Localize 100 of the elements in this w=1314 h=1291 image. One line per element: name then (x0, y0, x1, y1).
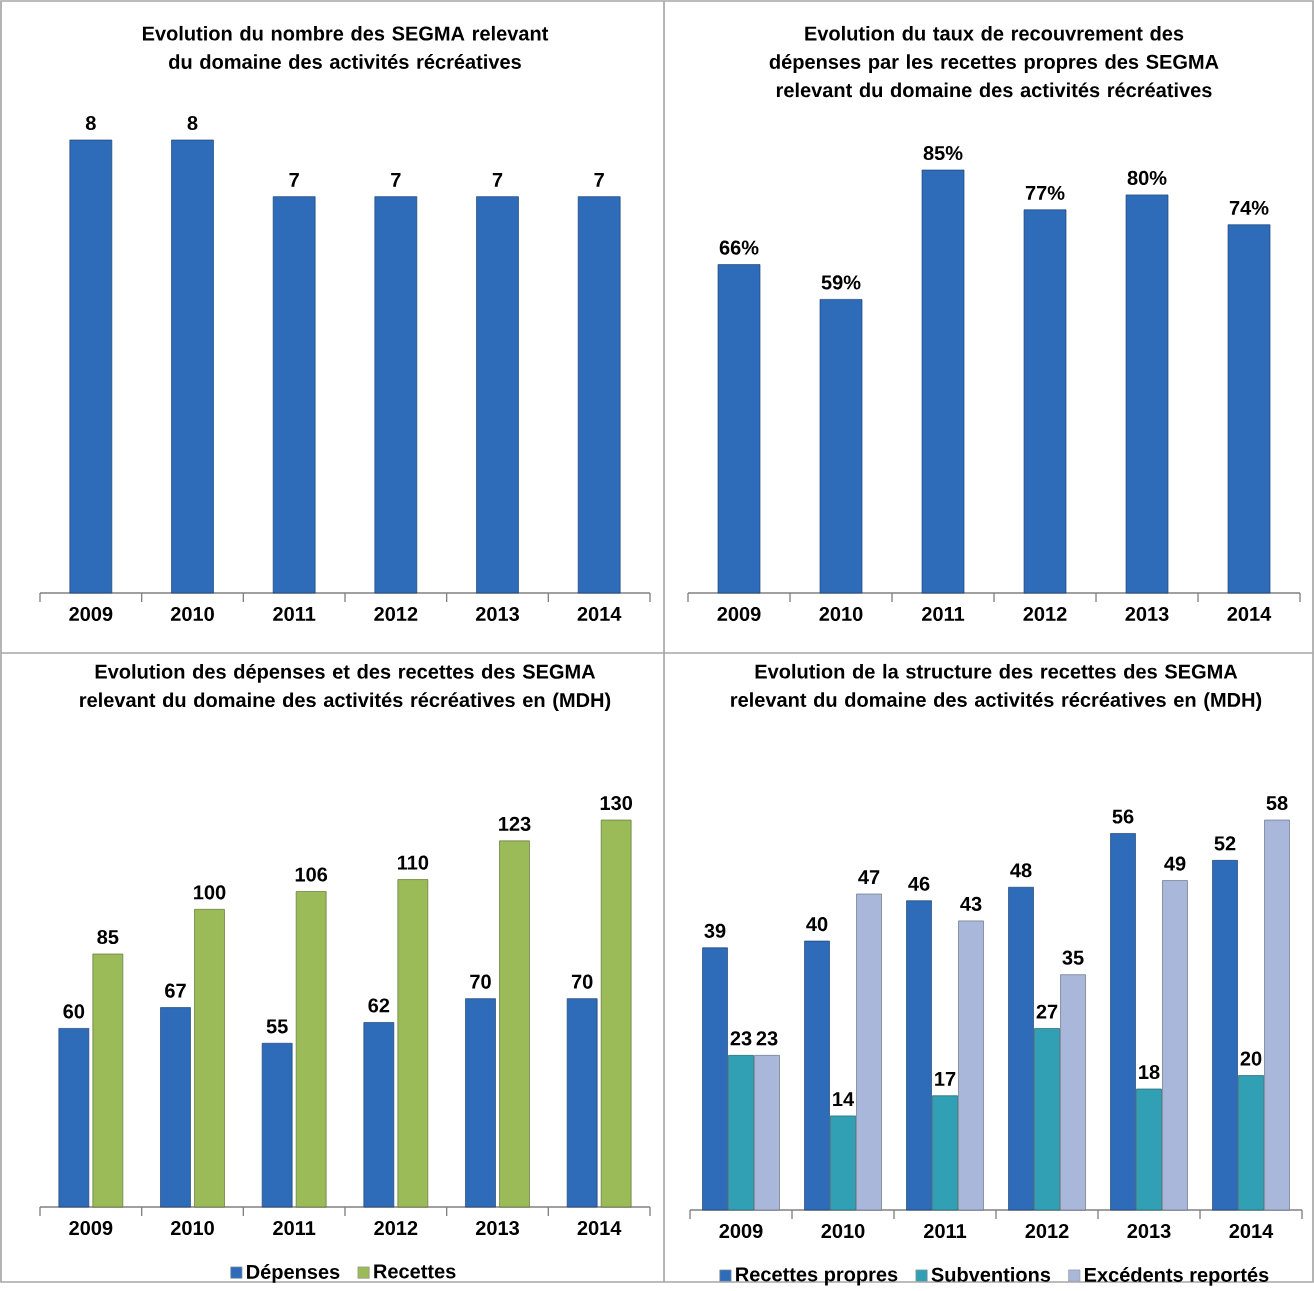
data-label: 7 (594, 173, 604, 187)
legend-label: Excédents reportés (1084, 1267, 1269, 1286)
legend-label: Recettes propres (736, 1267, 898, 1286)
data-label: 7 (289, 173, 299, 187)
data-label: 62 (368, 998, 390, 1013)
bar (1162, 880, 1188, 1211)
bar (160, 1007, 191, 1208)
data-label: 74% (1229, 200, 1269, 215)
data-label: 56 (1112, 809, 1134, 824)
data-label: 60 (63, 1004, 85, 1019)
x-tick-label: 2012 (1025, 1224, 1069, 1239)
bar (906, 900, 932, 1211)
bar (1136, 1088, 1162, 1211)
x-tick-label: 2012 (374, 1221, 418, 1236)
data-label: 23 (730, 1031, 752, 1046)
x-tick-label: 2013 (475, 1221, 520, 1236)
bar (600, 819, 632, 1208)
data-label: 8 (187, 116, 198, 131)
x-tick-label: 2011 (922, 606, 965, 622)
bar (819, 299, 863, 594)
x-tick-label: 2014 (577, 606, 622, 622)
data-label: 58 (1266, 796, 1288, 811)
x-tick-label: 2012 (374, 606, 418, 622)
data-label: 40 (806, 917, 828, 932)
data-label: 66% (719, 240, 759, 255)
bar (295, 891, 327, 1208)
data-label: 17 (935, 1072, 956, 1086)
chart-title: Evolution du taux de recouvrement des dépenses par les recettes propres des SEGMA relevant du domaine des activités récréatives (769, 25, 1219, 98)
data-label: 48 (1010, 863, 1032, 878)
bar (194, 909, 225, 1208)
x-tick-label: 2010 (170, 606, 214, 622)
data-label: 55 (266, 1019, 288, 1034)
x-tick-label: 2014 (1227, 606, 1272, 622)
bar (932, 1095, 958, 1211)
x-tick-label: 2010 (821, 1224, 865, 1239)
legend-label: Recettes (374, 1264, 456, 1279)
data-label: 130 (600, 796, 633, 811)
chart-title: Evolution du nombre des SEGMA relevant du domaine des activités récréatives (142, 25, 549, 69)
data-label: 7 (492, 173, 503, 187)
x-tick-label: 2010 (170, 1221, 214, 1236)
chart-title: Evolution des dépenses et des recettes des SEGMA relevant du domaine des activités récréatives en (MDH) (80, 663, 611, 712)
legend-label: Dépenses (247, 1264, 340, 1283)
data-label: 70 (470, 974, 491, 989)
bar (856, 893, 882, 1211)
bar (702, 947, 728, 1211)
bar (363, 1022, 395, 1208)
bar (1238, 1075, 1264, 1211)
x-tick-label: 2009 (719, 1224, 763, 1239)
data-label: 18 (1139, 1065, 1160, 1080)
data-label: 27 (1036, 1004, 1058, 1019)
data-label: 52 (1214, 836, 1236, 851)
data-label: 14 (833, 1092, 855, 1107)
bar (397, 879, 429, 1208)
bar (566, 998, 598, 1208)
bar (1008, 887, 1034, 1211)
x-tick-label: 2013 (1125, 606, 1169, 622)
data-label: 80% (1127, 170, 1167, 186)
bar (921, 169, 965, 594)
data-label: 47 (858, 870, 880, 885)
bar (728, 1055, 754, 1211)
bar (1060, 974, 1086, 1211)
bar (1110, 833, 1136, 1211)
data-label: 46 (908, 876, 930, 891)
data-label: 123 (499, 816, 531, 832)
bar (1264, 819, 1290, 1211)
x-tick-label: 2011 (273, 606, 316, 622)
x-tick-label: 2012 (1023, 606, 1067, 622)
x-tick-label: 2011 (924, 1224, 967, 1239)
data-label: 106 (295, 867, 328, 882)
bar (1034, 1028, 1060, 1211)
bar (58, 1028, 90, 1208)
data-label: 110 (397, 855, 429, 870)
bar (1227, 224, 1271, 594)
data-label: 77% (1025, 185, 1065, 201)
x-tick-label: 2013 (1127, 1224, 1171, 1239)
bar (92, 953, 124, 1208)
bar (1212, 860, 1238, 1211)
data-label: 43 (960, 896, 982, 912)
data-label: 8 (85, 116, 96, 131)
data-label: 59% (821, 275, 861, 290)
data-label: 7 (391, 173, 401, 187)
bar (499, 840, 530, 1208)
data-label: 23 (756, 1031, 778, 1046)
bar (465, 998, 496, 1208)
data-label: 85 (97, 930, 119, 945)
x-tick-label: 2010 (819, 606, 863, 622)
x-tick-label: 2009 (69, 1221, 113, 1236)
bar (830, 1115, 856, 1211)
data-label: 35 (1062, 950, 1084, 965)
data-label: 67 (165, 983, 186, 998)
bar (1023, 209, 1067, 594)
x-tick-label: 2009 (69, 606, 113, 622)
bar (804, 940, 830, 1211)
x-tick-label: 2009 (717, 606, 761, 622)
data-label: 85% (923, 146, 963, 161)
x-tick-label: 2014 (577, 1221, 622, 1236)
chart-title: Evolution de la structure des recettes des SEGMA relevant du domaine des activités récréatives en (MDH) (731, 664, 1262, 711)
bar (754, 1055, 780, 1211)
x-tick-label: 2011 (273, 1221, 316, 1236)
x-tick-label: 2013 (475, 606, 520, 622)
